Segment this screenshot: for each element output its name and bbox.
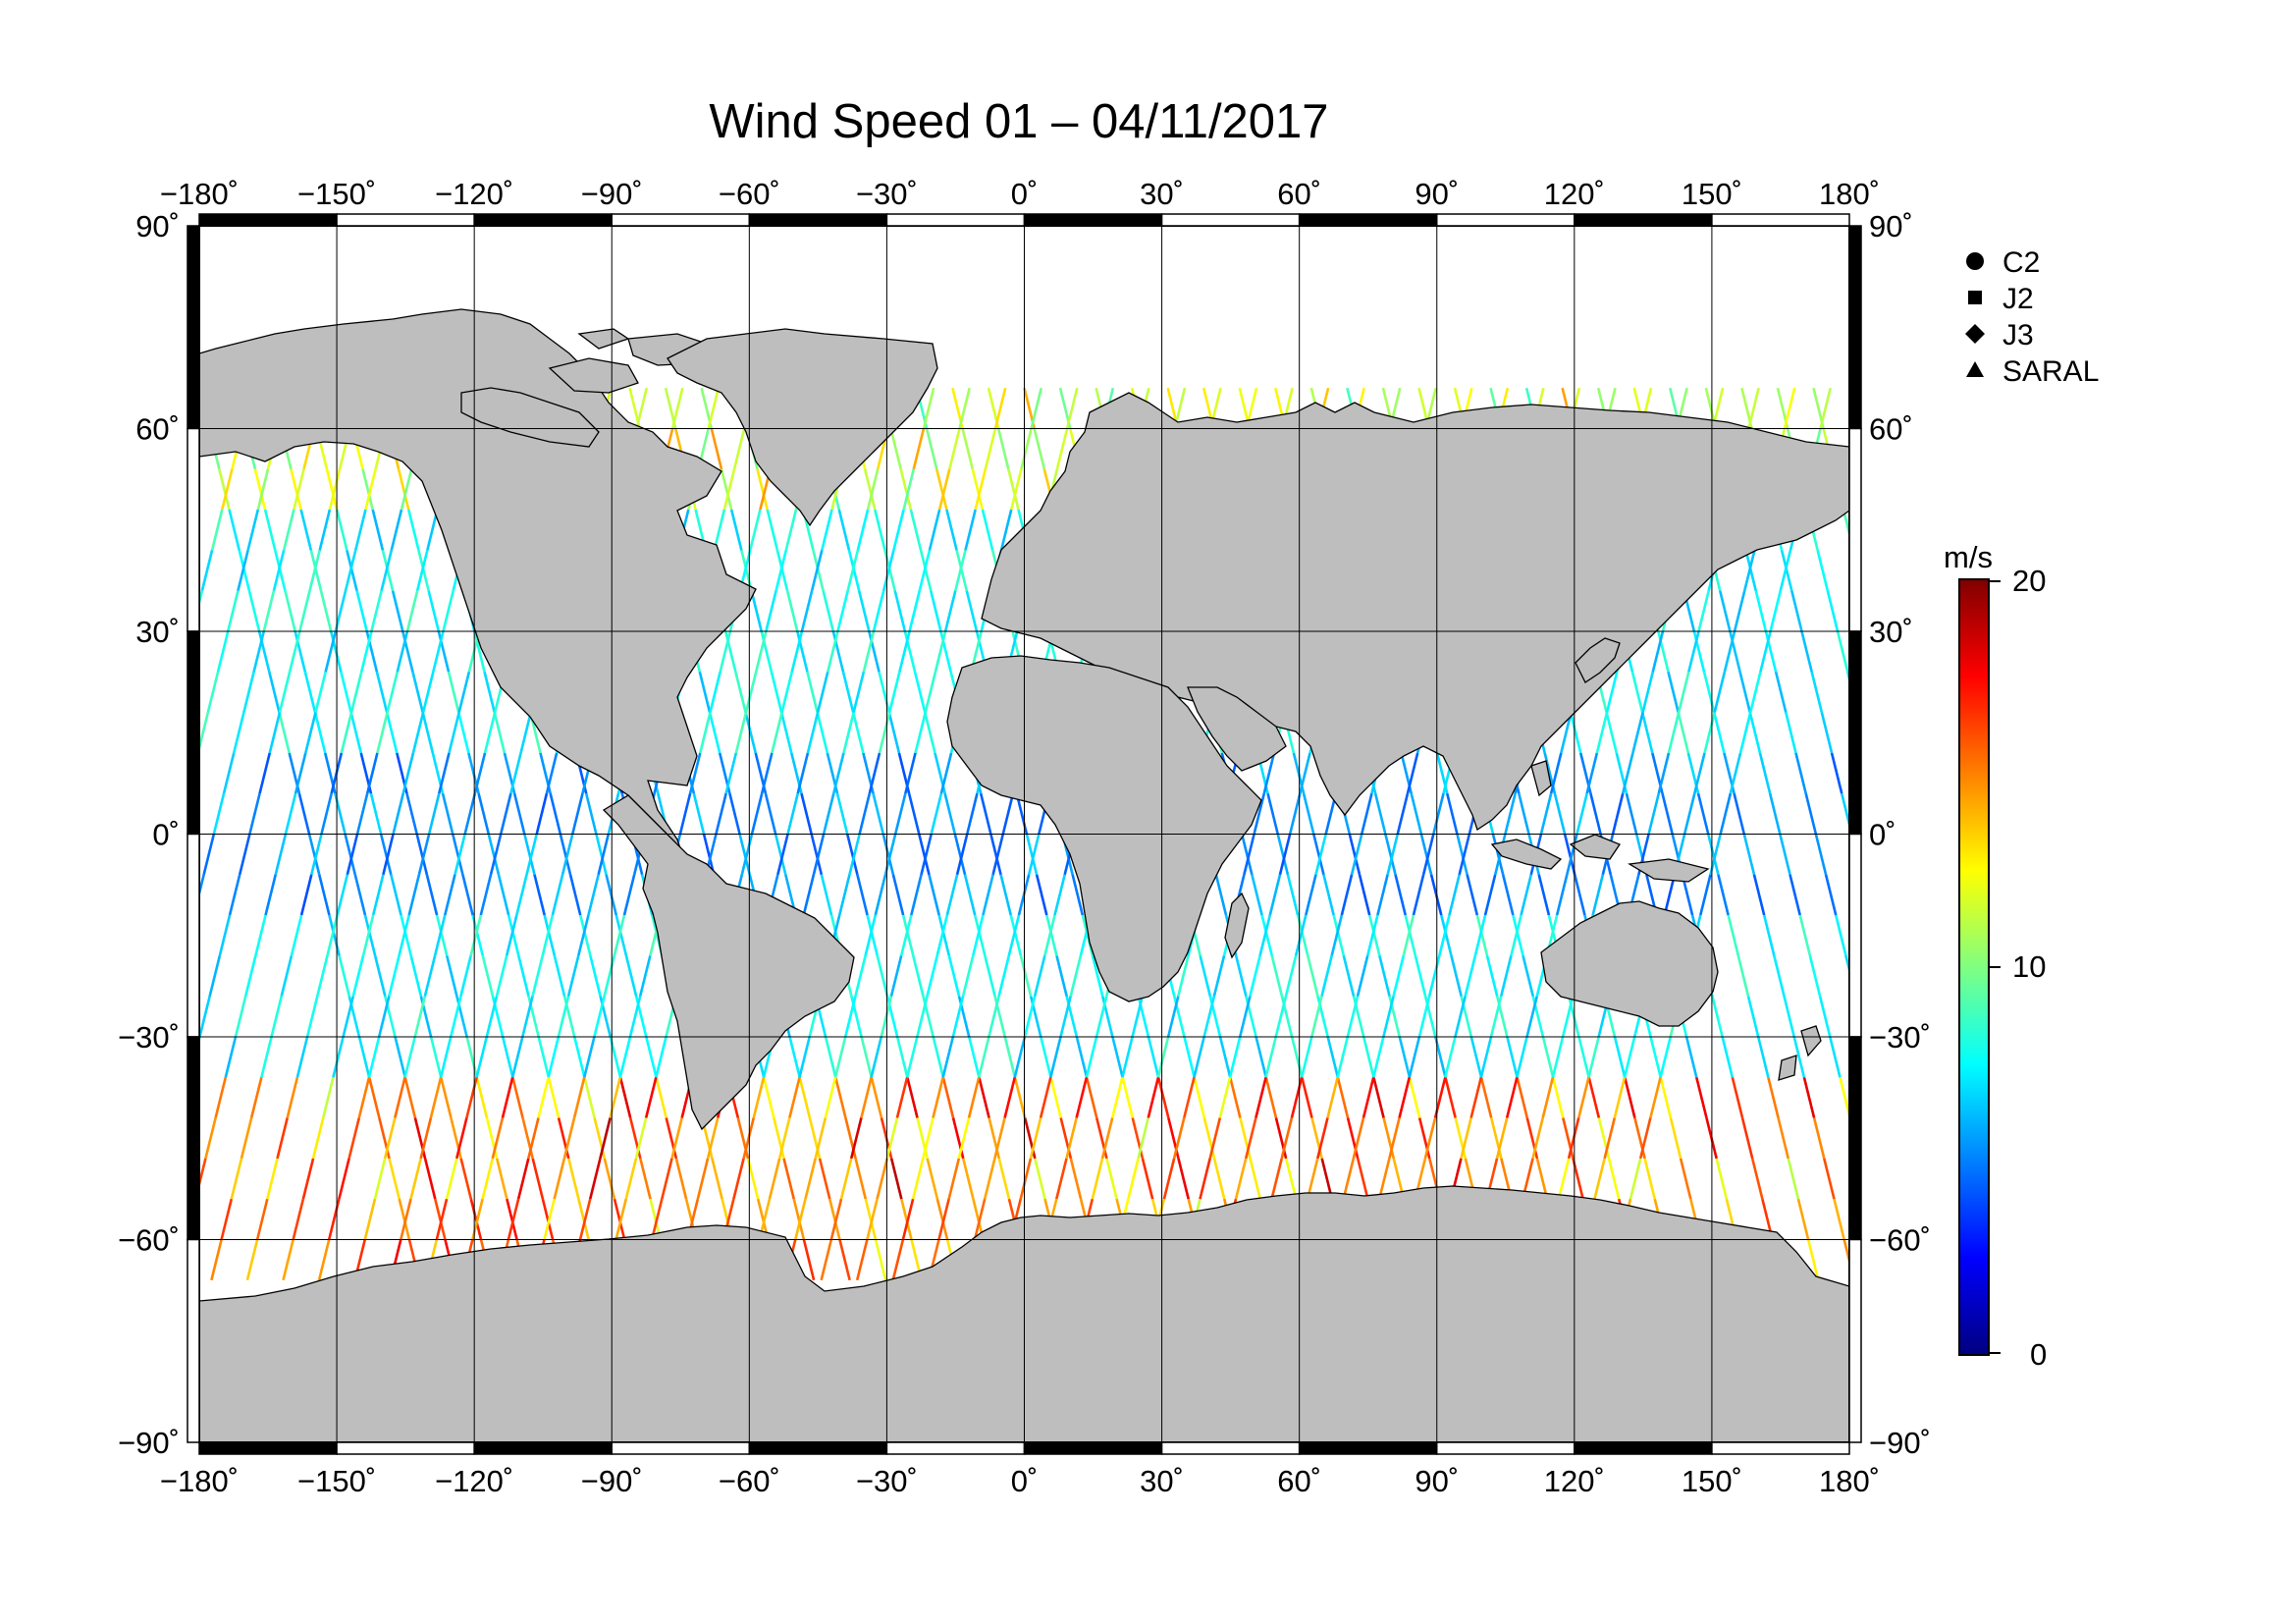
lat-tick-right: 30˚ [1869, 615, 1913, 649]
legend-label: J2 [2002, 283, 2034, 315]
lat-tick-left: −90˚ [118, 1426, 180, 1460]
lat-tick-left: −30˚ [118, 1020, 180, 1055]
colorbar-max-label: 20 [2012, 564, 2046, 598]
lon-tick-top: −60˚ [719, 177, 780, 211]
lat-tick-left: 0˚ [152, 818, 180, 852]
lon-tick-top: 90˚ [1415, 177, 1459, 211]
north-america-landmass [199, 308, 757, 855]
lon-tick-bottom: 60˚ [1277, 1464, 1321, 1498]
circle-marker-icon [1966, 252, 1984, 270]
arabian-peninsula [1187, 686, 1287, 772]
lon-tick-bottom: −60˚ [719, 1464, 780, 1498]
lon-tick-top: 0˚ [1011, 177, 1039, 211]
greenland-landmass [667, 328, 938, 527]
map-frame [187, 213, 1862, 1455]
lon-tick-bottom: 0˚ [1011, 1464, 1039, 1498]
lat-tick-left: 30˚ [135, 615, 180, 649]
colorbar-gradient [1958, 578, 1990, 1356]
lat-tick-left: 90˚ [135, 209, 180, 243]
triangle-marker-icon [1966, 361, 1984, 377]
japan [1575, 637, 1621, 683]
lon-tick-bottom: 150˚ [1682, 1464, 1742, 1498]
madagascar [1224, 892, 1250, 959]
south-america-landmass [602, 794, 855, 1131]
lon-tick-top: 150˚ [1682, 177, 1742, 211]
lon-tick-top: 30˚ [1140, 177, 1184, 211]
africa-landmass [946, 655, 1262, 1002]
colorbar-min-label: 0 [2030, 1337, 2047, 1372]
lat-tick-right: 90˚ [1869, 209, 1913, 243]
lat-tick-right: 60˚ [1869, 412, 1913, 447]
lat-tick-right: −60˚ [1869, 1223, 1931, 1258]
maritime-southeast-asia [1490, 760, 1710, 883]
lon-tick-bottom: 90˚ [1415, 1464, 1459, 1498]
lon-tick-bottom: −30˚ [856, 1464, 918, 1498]
lat-tick-left: −60˚ [118, 1223, 180, 1258]
lon-tick-bottom: −90˚ [581, 1464, 643, 1498]
lon-tick-top: −180˚ [160, 177, 239, 211]
square-marker-icon [1968, 291, 1982, 304]
lon-tick-top: −90˚ [581, 177, 643, 211]
wind-speed-colorbar: m/s 20 10 0 [1944, 540, 2047, 1372]
lon-tick-bottom: −180˚ [160, 1464, 239, 1498]
lon-tick-bottom: 30˚ [1140, 1464, 1184, 1498]
lon-tick-bottom: −120˚ [435, 1464, 513, 1498]
lat-tick-right: 0˚ [1869, 818, 1896, 852]
colorbar-mid-label: 10 [2012, 949, 2046, 984]
lat-tick-right: −90˚ [1869, 1426, 1931, 1460]
legend-label: J3 [2002, 319, 2034, 352]
lon-tick-top: 120˚ [1544, 177, 1605, 211]
lon-tick-bottom: 120˚ [1544, 1464, 1605, 1498]
map-title: Wind Speed 01 – 04/11/2017 [709, 95, 1328, 148]
graticule-grid [199, 226, 1849, 1442]
arctic-archipelago [460, 328, 708, 448]
lon-tick-top: −120˚ [435, 177, 513, 211]
lat-tick-left: 60˚ [135, 412, 180, 447]
australia-landmass [1540, 900, 1719, 1027]
new-zealand [1778, 1025, 1822, 1081]
legend-label: SARAL [2002, 355, 2099, 388]
lon-tick-bottom: 180˚ [1819, 1464, 1880, 1498]
lon-tick-top: −30˚ [856, 177, 918, 211]
diamond-marker-icon [1965, 324, 1985, 344]
lon-tick-top: 180˚ [1819, 177, 1880, 211]
lon-tick-top: 60˚ [1277, 177, 1321, 211]
lon-tick-bottom: −150˚ [297, 1464, 376, 1498]
lon-tick-top: −150˚ [297, 177, 376, 211]
tick-labels: −180˚ −180˚ −150˚ −150˚ −120˚ −120˚ −90˚ −90˚ −6… [118, 177, 1931, 1498]
colorbar-unit: m/s [1944, 540, 1993, 574]
lat-tick-right: −30˚ [1869, 1020, 1931, 1055]
legend-label: C2 [2002, 246, 2040, 279]
